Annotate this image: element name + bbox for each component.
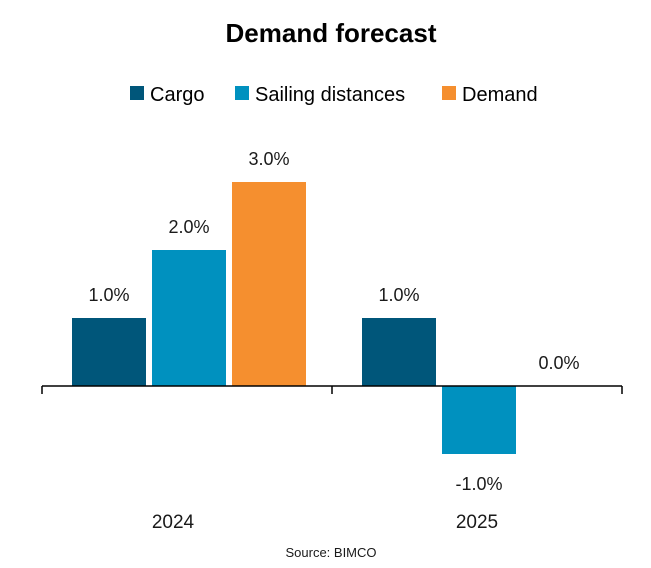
legend-label: Demand bbox=[462, 84, 538, 106]
legend-swatch bbox=[130, 86, 144, 100]
chart-title: Demand forecast bbox=[226, 18, 437, 48]
legend-label: Cargo bbox=[150, 84, 204, 106]
data-label: 3.0% bbox=[248, 149, 289, 169]
legend-item-demand: Demand bbox=[442, 84, 538, 106]
bar-sailing-distances-2024 bbox=[152, 250, 226, 386]
data-label: 2.0% bbox=[168, 217, 209, 237]
data-label: 0.0% bbox=[538, 353, 579, 373]
bars: 1.0% 2.0% 3.0% 1.0% -1.0% 0.0% bbox=[72, 149, 580, 494]
legend-swatch bbox=[442, 86, 456, 100]
legend-label: Sailing distances bbox=[255, 84, 405, 106]
legend: Cargo Sailing distances Demand bbox=[130, 84, 538, 106]
bar-cargo-2025 bbox=[362, 318, 436, 386]
legend-swatch bbox=[235, 86, 249, 100]
source-note: Source: BIMCO bbox=[285, 545, 376, 560]
data-label: 1.0% bbox=[88, 285, 129, 305]
bar-demand-2024 bbox=[232, 182, 306, 386]
category-label: 2024 bbox=[152, 512, 195, 533]
bar-sailing-distances-2025 bbox=[442, 386, 516, 454]
data-label: -1.0% bbox=[455, 474, 502, 494]
legend-item-cargo: Cargo bbox=[130, 84, 204, 106]
data-label: 1.0% bbox=[378, 285, 419, 305]
x-axis: 2024 2025 bbox=[41, 385, 623, 533]
category-label: 2025 bbox=[456, 512, 498, 533]
bar-cargo-2024 bbox=[72, 318, 146, 386]
legend-item-sailing-distances: Sailing distances bbox=[235, 84, 405, 106]
